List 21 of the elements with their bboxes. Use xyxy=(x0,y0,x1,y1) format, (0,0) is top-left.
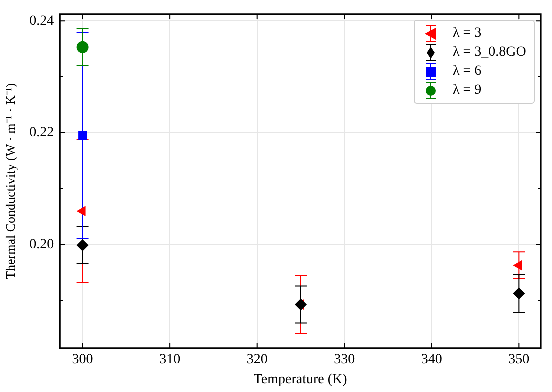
x-axis-title: Temperature (K) xyxy=(254,372,348,388)
x-tick-label: 320 xyxy=(246,352,268,368)
point xyxy=(76,41,89,54)
legend-label: λ = 3_0.8GO xyxy=(453,44,526,61)
x-tick-label: 350 xyxy=(508,352,530,368)
legend-label: λ = 3 xyxy=(453,26,482,42)
x-tick-label: 300 xyxy=(72,352,94,368)
point xyxy=(294,298,307,311)
y-tick-label: 0.24 xyxy=(30,14,54,29)
point xyxy=(78,132,88,140)
point xyxy=(513,288,526,300)
y-tick-label: 0.22 xyxy=(30,126,54,141)
point xyxy=(513,260,522,271)
y-tick-label: 0.20 xyxy=(30,238,54,253)
legend-label: λ = 9 xyxy=(453,82,482,99)
legend-label: λ = 6 xyxy=(453,64,482,80)
point xyxy=(76,239,89,252)
x-tick-label: 310 xyxy=(160,352,181,368)
x-tick-label: 330 xyxy=(334,352,356,368)
x-tick-label: 340 xyxy=(421,352,442,368)
y-axis-title: Thermal Conductivity (W · m⁻¹ · K⁻¹) xyxy=(3,83,18,280)
